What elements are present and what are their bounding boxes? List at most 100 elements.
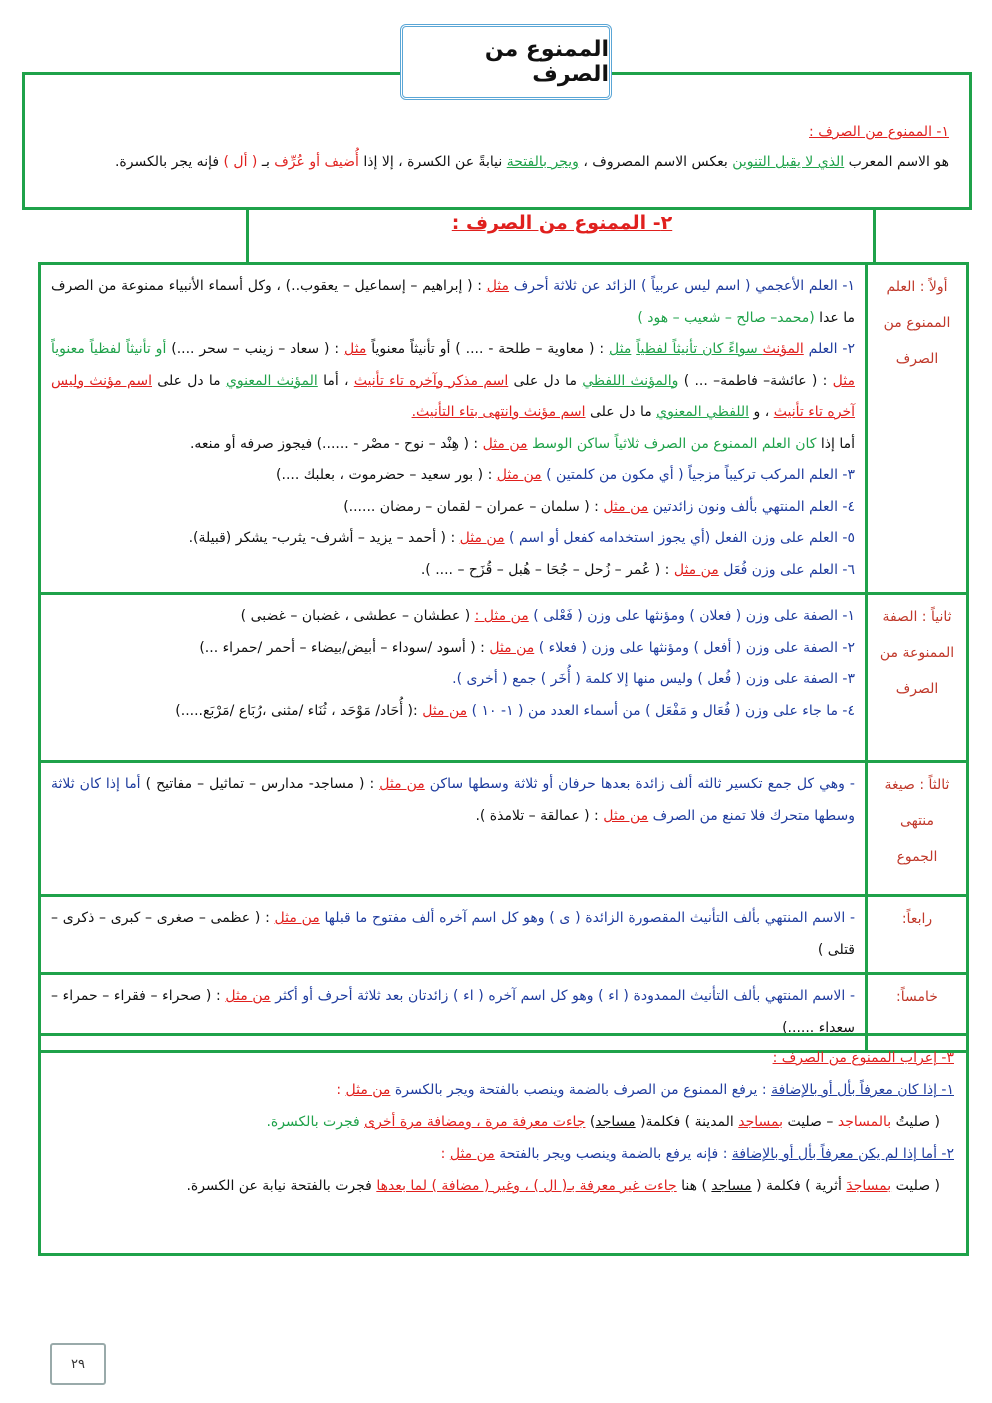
section3-body: ١- إذا كان معرفاً بأل أو بالإضافة : يرفع… bbox=[53, 1074, 954, 1202]
row-label: رابعاً: bbox=[865, 894, 969, 975]
table-row: ثانياً : الصفة الممنوعة من الصرف ١- الصفة… bbox=[38, 592, 969, 763]
paragraph: ١- إذا كان معرفاً بأل أو بالإضافة : يرفع… bbox=[53, 1074, 954, 1106]
text-run: مثل bbox=[832, 372, 855, 389]
divider bbox=[246, 207, 249, 264]
text-run: - وهي كل جمع تكسير ثالثه ألف زائدة بعدها… bbox=[429, 776, 855, 792]
paragraph: ٢- العلم المؤنث سواءً كان تأنيثاً لفظياً… bbox=[51, 334, 855, 429]
text-run: : ( عمالقة – تلامذة ). bbox=[475, 807, 604, 824]
text-run: فإنه يجر بالكسرة. bbox=[114, 154, 224, 170]
paragraph: - الاسم المنتهي بألف التأنيث الممدودة ( … bbox=[51, 981, 855, 1044]
text-run: أما إذا bbox=[816, 435, 855, 452]
row-label: ثالثاً : صيغة منتهى الجموع bbox=[865, 760, 969, 897]
text-run: هو الاسم المعرب bbox=[844, 154, 949, 170]
text-run: : يرفع الممنوع من الصرف بالضمة وينصب بال… bbox=[390, 1082, 772, 1098]
row-content: ١- العلم الأعجمي ( اسم ليس عربياً ) الزا… bbox=[38, 262, 868, 595]
row-content: ١- الصفة على وزن ( فعلان ) ومؤنثها على و… bbox=[38, 592, 868, 763]
text-run: الذي لا يقبل التنوين bbox=[732, 154, 845, 170]
text-run: : ( مساجد- مدارس – تماثيل – مفاتيح ) bbox=[140, 776, 380, 792]
text-run: ٥- العلم على وزن الفعل (أي يجوز استخدامه… bbox=[509, 530, 855, 546]
text-run: أو تأنيثاً لفظياً معنوياً bbox=[51, 341, 167, 357]
text-run: من مثل bbox=[274, 910, 320, 926]
row-content: - الاسم المنتهي بألف التأنيث الممدودة ( … bbox=[38, 972, 868, 1053]
paragraph: ١- الصفة على وزن ( فعلان ) ومؤنثها على و… bbox=[51, 601, 855, 633]
text-run: سواءً كان تأنيثاً لفظياً bbox=[636, 341, 763, 357]
text-run: (محمد– صالح – شعيب – هود ) bbox=[637, 309, 815, 326]
paragraph: ٤- العلم المنتهي بألف ونون زائدتين من مث… bbox=[51, 492, 855, 524]
text-run: فجرت بالكسرة. bbox=[266, 1114, 365, 1130]
text-run: ما دل على bbox=[151, 372, 226, 389]
section2-heading: ٢- الممنوع من الصرف : bbox=[451, 212, 673, 234]
text-run: ، و bbox=[749, 404, 774, 420]
text-run: اسم مذكر وآخره تاء تأنيث bbox=[353, 372, 509, 389]
text-run: : ( أحمد – يزيد – أشرف- يثرب- يشكر (قبيل… bbox=[188, 530, 460, 546]
paragraph: - الاسم المنتهي بألف التأنيث المقصورة ال… bbox=[51, 903, 855, 966]
text-run: من مثل bbox=[459, 530, 505, 546]
text-run: اسم مؤنث وليس آخره تاء تأنيث bbox=[51, 372, 855, 421]
text-run: : ( بور سعيد – حضرموت ، بعلبك ....) bbox=[276, 467, 497, 483]
text-run: مساجد bbox=[711, 1178, 752, 1194]
text-run: ٤- العلم المنتهي بألف ونون زائدتين bbox=[652, 498, 855, 515]
text-run: : ( عُمر – زُحل – جُحَا – هُبل – قُزَح –… bbox=[420, 561, 674, 578]
rows: أولاً : العلم الممنوع من الصرف ١- العلم ا… bbox=[38, 262, 969, 1053]
row-label: ثانياً : الصفة الممنوعة من الصرف bbox=[865, 592, 969, 763]
text-run: من مثل bbox=[225, 988, 271, 1004]
text-run: بمساجد bbox=[738, 1114, 783, 1130]
text-run: ٤- ما جاء على وزن ( فُعَال و مَفْعَل ) م… bbox=[471, 702, 855, 719]
text-run: ٣- العلم المركب تركيباً مزجياً ( أي مكون… bbox=[546, 467, 855, 483]
text-run: – صليت bbox=[783, 1114, 838, 1130]
text-run: : bbox=[440, 1146, 450, 1162]
text-run: فجرت بالفتحة نيابة عن الكسرة. bbox=[186, 1178, 377, 1194]
text-run: ) bbox=[585, 1114, 596, 1130]
table-row: ثالثاً : صيغة منتهى الجموع - وهي كل جمع ت… bbox=[38, 760, 969, 897]
text-run: من مثل bbox=[673, 561, 719, 578]
section3-heading: ٣- إعراب الممنوع من الصرف : bbox=[772, 1050, 954, 1066]
text-run: ١- إذا كان معرفاً بأل أو بالإضافة bbox=[771, 1082, 954, 1098]
paragraph: ٢- أما إذا لم يكن معرفاً بأل أو بالإضافة… bbox=[53, 1138, 954, 1170]
row-content: - الاسم المنتهي بألف التأنيث المقصورة ال… bbox=[38, 894, 868, 975]
text-run: : ( عائشة– فاطمة– ... ) bbox=[678, 372, 833, 389]
text-run: :( أُحَاد/ مَوْحَد ، ثُنَاء /مثنى ،رُبَا… bbox=[175, 702, 423, 719]
page-number-box: ٢٩ bbox=[50, 1343, 106, 1385]
text-run: بالمساجد bbox=[837, 1114, 892, 1130]
text-run: من مثل bbox=[603, 498, 649, 515]
text-run: : bbox=[336, 1082, 346, 1098]
text-run: ( صليتُ bbox=[891, 1114, 940, 1130]
paragraph: ٢- الصفة على وزن ( أفعل ) ومؤنثها على وز… bbox=[51, 633, 855, 665]
intro-box: ١- الممنوع من الصرف : هو الاسم المعرب ال… bbox=[22, 72, 972, 210]
row-content: - وهي كل جمع تكسير ثالثه ألف زائدة بعدها… bbox=[38, 760, 868, 897]
paragraph: ٦- العلم على وزن فُعَل من مثل : ( عُمر –… bbox=[51, 555, 855, 587]
text-run: ( صليت bbox=[891, 1178, 940, 1194]
text-run: ٢- أما إذا لم يكن معرفاً بأل أو بالإضافة bbox=[731, 1146, 954, 1162]
text-run: من مثل bbox=[449, 1146, 495, 1162]
text-run: : ( أسود /سوداء – أبيض/بيضاء – أحمر /حمر… bbox=[199, 639, 490, 656]
text-run: بـ bbox=[257, 154, 275, 170]
paragraph: ١- العلم الأعجمي ( اسم ليس عربياً ) الزا… bbox=[51, 271, 855, 334]
text-run: ، أما bbox=[317, 372, 354, 389]
text-run: - الاسم المنتهي بألف التأنيث المقصورة ال… bbox=[324, 910, 856, 926]
paragraph: أما إذا كان العلم الممنوع من الصرف ثلاثي… bbox=[51, 429, 855, 461]
text-run: : ( سعاد – زينب – سحر ....) bbox=[166, 341, 345, 357]
table-row: أولاً : العلم الممنوع من الصرف ١- العلم ا… bbox=[38, 262, 969, 595]
text-run: : ( إبراهيم – إسماعيل – يعقوب..) ، وكل أ… bbox=[51, 278, 855, 326]
paragraph: ٣- الصفة على وزن ( فُعل ) وليس منها إلا … bbox=[51, 664, 855, 696]
text-run: ٦- العلم على وزن فُعَل bbox=[723, 561, 855, 578]
paragraph: ٥- العلم على وزن الفعل (أي يجوز استخدامه… bbox=[51, 523, 855, 555]
intro-heading: ١- الممنوع من الصرف : bbox=[809, 124, 949, 140]
paragraph: ٤- ما جاء على وزن ( فُعَال و مَفْعَل ) م… bbox=[51, 696, 855, 728]
text-run: والمؤنث اللفظي bbox=[582, 372, 679, 389]
paragraph: ٣- العلم المركب تركيباً مزجياً ( أي مكون… bbox=[51, 460, 855, 492]
text-run: أثرية ) فكلمة ( bbox=[751, 1178, 847, 1194]
row-label: خامساً: bbox=[865, 972, 969, 1053]
text-run: جاءت معرفة مرة ، ومضافة مرة أخرى bbox=[364, 1114, 586, 1130]
row-label: أولاً : العلم الممنوع من الصرف bbox=[865, 262, 969, 595]
text-run: بعكس الاسم المصروف ، bbox=[578, 154, 733, 170]
text-run: ١- الصفة على وزن ( فعلان ) ومؤنثها على و… bbox=[533, 608, 855, 624]
text-run: ما دل على bbox=[585, 404, 657, 420]
text-run: ) هنا bbox=[676, 1178, 712, 1194]
paragraph: ( صليت بمساجدَ أثرية ) فكلمة ( مساجد ) ه… bbox=[53, 1170, 954, 1202]
text-run: ويجر بالفتحة bbox=[506, 154, 579, 170]
text-run: - الاسم المنتهي بألف التأنيث الممدودة ( … bbox=[275, 988, 856, 1004]
text-run: ١- العلم الأعجمي ( اسم ليس عربياً ) الزا… bbox=[513, 278, 855, 294]
table-row: خامساً: - الاسم المنتهي بألف التأنيث المم… bbox=[38, 972, 969, 1053]
text-run: من مثل bbox=[482, 435, 528, 452]
